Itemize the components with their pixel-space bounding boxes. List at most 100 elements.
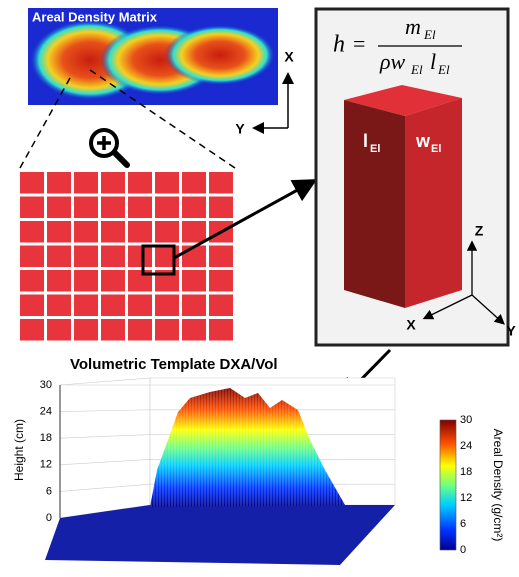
colorbar-label: Areal Density (g/cm²) [491,429,505,542]
tick-label: 30 [460,414,472,426]
element-axes [422,240,505,325]
element-cell [47,270,71,292]
element-cell [182,319,206,341]
element-cell [20,196,44,218]
element-cell [209,172,233,194]
element-cell [155,172,179,194]
element-cell [101,319,125,341]
grid-line [59,434,151,439]
tick-label: 30 [40,379,52,391]
element-cell [47,319,71,341]
floor [45,505,395,565]
element-cell [74,294,98,316]
axis-x-label: X [284,49,294,65]
axis-z-label: Z [475,223,484,239]
tick-label: 24 [460,440,472,452]
element-cell [182,221,206,243]
formula-den-sub: El [437,62,450,77]
colorbar-ticks: 0 6 12 18 24 30 [460,414,472,556]
colorbar [439,419,457,551]
y-ticks: 0 6 12 18 24 30 [40,379,52,524]
grid-line [59,409,151,412]
tick-label: 18 [40,432,52,444]
axis-y-label: Y [235,121,245,137]
element-cell [20,245,44,267]
element-cell [74,172,98,194]
tick-label: 18 [460,466,472,478]
element-cell [182,196,206,218]
element-cell [128,319,152,341]
element-cell [20,270,44,292]
zoom-icon [89,128,130,168]
element-cell [20,221,44,243]
tick-label: 24 [40,406,52,418]
element-cell [74,196,98,218]
element-cell [101,172,125,194]
element-cell [101,294,125,316]
face-w-sub: El [431,143,441,155]
tick-label: 6 [46,485,52,497]
element-cell [182,172,206,194]
element-cell [74,270,98,292]
element-cell [74,319,98,341]
element-cell [101,221,125,243]
face-w: w [415,131,431,151]
formula-den-sub: El [410,62,423,77]
axis-y-label: Y [506,323,516,339]
element-cell [47,294,71,316]
grid-line [59,459,151,466]
selected-element [141,244,176,276]
matrix-title: Areal Density Matrix [32,9,158,24]
grid-line [59,483,151,492]
tick-label: 6 [460,518,466,530]
element-cell [182,294,206,316]
axis-x-label: X [406,317,416,333]
element-grid [20,172,233,341]
formula: h = m El ρw El l El [333,14,462,77]
element-cell [47,196,71,218]
surface-mesh [150,388,345,507]
arrow [173,179,318,260]
face-l-sub: El [370,143,380,155]
element-cell [209,270,233,292]
element-cell [182,245,206,267]
zoom-lines [19,69,236,169]
element-cell [155,196,179,218]
element-cell [182,270,206,292]
element-cell [209,196,233,218]
element-cell [128,294,152,316]
element-cell [20,319,44,341]
element-cell [209,319,233,341]
element-cell [74,221,98,243]
element-cell [101,196,125,218]
element-cell [155,294,179,316]
tick-label: 0 [460,544,466,556]
prism [344,85,462,308]
element-cell [209,245,233,267]
formula-num-sub: El [423,27,436,42]
element-cell [47,221,71,243]
element-cell [128,196,152,218]
formula-equals: = [353,31,365,56]
matrix-axes [252,72,294,134]
element-cell [47,172,71,194]
formula-den: l [430,49,436,74]
formula-num: m [405,14,421,39]
element-cell [20,294,44,316]
element-cell [128,221,152,243]
element-cell [101,270,125,292]
formula-lhs: h [333,32,345,58]
face-l: l [363,131,368,151]
tick-label: 0 [46,512,52,524]
y-label: Height (cm) [12,419,26,481]
element-cell [128,172,152,194]
element-cell [155,319,179,341]
element-cell [47,245,71,267]
tick-label: 12 [460,492,472,504]
heatmap [30,20,275,100]
element-cell [20,172,44,194]
element-cell [74,245,98,267]
tick-label: 12 [40,459,52,471]
